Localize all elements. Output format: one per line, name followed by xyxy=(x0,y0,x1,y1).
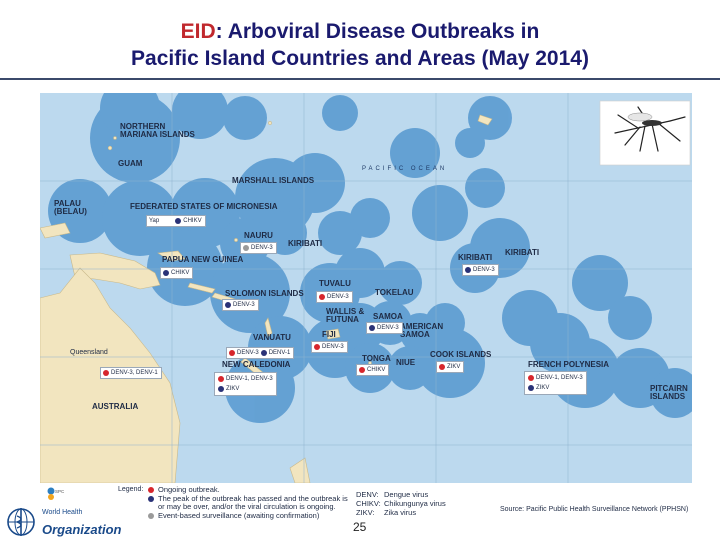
past-peak-dot xyxy=(225,302,231,308)
past-peak-dot xyxy=(260,350,267,356)
tag-fsm: Yap CHIKV xyxy=(146,215,206,227)
tag-kiribati: DENV-3 xyxy=(462,264,499,276)
tag-tonga: CHIKV xyxy=(356,364,390,376)
tag-queensland: DENV-3, DENV-1 xyxy=(100,367,162,379)
legend-item-past-peak: The peak of the outbreak has passed and … xyxy=(158,494,348,511)
region-tonga: TONGA xyxy=(362,354,391,363)
region-png: PAPUA NEW GUINEA xyxy=(162,255,244,264)
page-title: EID: Arboviral Disease Outbreaks in Paci… xyxy=(0,18,720,72)
region-kiribati-east: KIRIBATI xyxy=(505,248,540,257)
tag-tuvalu: DENV-3 xyxy=(316,291,353,303)
region-cook-islands: COOK ISLANDS xyxy=(430,350,492,359)
past-peak-dot xyxy=(218,386,224,392)
region-fiji: FIJI xyxy=(322,330,336,339)
region-niue: NIUE xyxy=(396,358,416,367)
legend-awaiting-dot xyxy=(148,513,154,519)
title-accent: EID xyxy=(180,20,216,43)
region-french-polynesia: FRENCH POLYNESIA xyxy=(528,360,610,369)
page-number: 25 xyxy=(353,520,367,534)
region-samoa: SAMOA xyxy=(373,312,403,321)
spc-logo xyxy=(47,487,55,500)
region-australia: AUSTRALIA xyxy=(92,402,139,411)
region-queensland: Queensland xyxy=(70,349,108,356)
past-peak-dot xyxy=(163,270,169,276)
region-american-samoa: AMERICAN SAMOA xyxy=(400,322,444,339)
ongoing-dot xyxy=(528,375,534,381)
who-logo xyxy=(7,508,35,536)
tag-wallis: DENV-3 xyxy=(366,322,403,334)
tag-yap-label: Yap xyxy=(149,218,160,224)
legend-ongoing-dot xyxy=(148,487,154,493)
past-peak-dot xyxy=(465,267,471,273)
mosquito-illustration xyxy=(599,100,691,166)
legend-title: Legend: xyxy=(118,486,144,493)
legend-item-awaiting: Event-based surveillance (awaiting confi… xyxy=(158,511,320,520)
region-tuvalu: TUVALU xyxy=(319,279,351,288)
region-tokelau: TOKELAU xyxy=(375,288,414,297)
awaiting-dot xyxy=(243,245,249,251)
tag-solomon: DENV-3 xyxy=(222,299,259,311)
ongoing-dot xyxy=(229,350,235,356)
tag-cook-islands: ZIKV xyxy=(436,361,465,373)
region-marshall-islands: MARSHALL ISLANDS xyxy=(232,176,315,185)
past-peak-dot xyxy=(528,385,534,391)
region-guam: GUAM xyxy=(118,159,143,168)
tag-french-polynesia: DENV-1, DENV-3 ZIKV xyxy=(524,371,587,395)
map-background xyxy=(40,93,692,483)
title-line1: : Arboviral Disease Outbreaks in xyxy=(215,20,540,43)
region-kiribati-west: KIRIBATI xyxy=(288,239,323,248)
ongoing-dot xyxy=(439,364,445,370)
source-note: Source: Pacific Public Health Surveillan… xyxy=(500,506,689,513)
region-fsm: FEDERATED STATES OF MICRONESIA xyxy=(130,202,278,211)
title-line2: Pacific Island Countries and Areas (May … xyxy=(131,47,589,70)
region-new-caledonia: NEW CALEDONIA xyxy=(222,360,291,369)
region-pitcairn: PITCAIRN ISLANDS xyxy=(650,384,688,401)
region-wallis-futuna: WALLIS & FUTUNA xyxy=(326,307,365,324)
title-divider xyxy=(0,78,720,80)
spc-logo-text: SPC xyxy=(55,489,65,494)
past-peak-dot xyxy=(175,218,182,224)
ongoing-dot xyxy=(218,376,224,382)
ongoing-dot xyxy=(103,370,109,376)
legend-past-peak-dot xyxy=(148,496,154,502)
tag-fsm-chikv: CHIKV xyxy=(183,218,202,224)
map-legend: Legend: Ongoing outbreak. The peak of the… xyxy=(118,486,350,521)
legend-item-ongoing: Ongoing outbreak. xyxy=(158,485,220,494)
region-nauru: NAURU xyxy=(244,231,273,240)
tag-png: CHIKV xyxy=(160,267,194,279)
tag-nauru: DENV-3 xyxy=(240,242,277,254)
region-northern-mariana: NORTHERN MARIANA ISLANDS xyxy=(120,122,195,139)
who-name-top: World Health xyxy=(42,509,83,516)
ongoing-dot xyxy=(359,367,365,373)
ongoing-dot xyxy=(314,344,320,350)
region-palau: PALAU (BELAU) xyxy=(54,199,87,216)
tag-new-caledonia: DENV-1, DENV-3 ZIKV xyxy=(214,372,277,396)
who-name: Organization xyxy=(42,522,122,537)
tag-fiji: DENV-3 xyxy=(311,341,348,353)
tag-vanuatu: DENV-3 DENV-1 xyxy=(226,347,295,359)
abbreviation-list: DENV: Dengue virus CHIKV: Chikungunya viru… xyxy=(356,490,446,517)
region-solomon: SOLOMON ISLANDS xyxy=(225,289,304,298)
region-vanuatu: VANUATU xyxy=(253,333,291,342)
ocean-label: PACIFIC OCEAN xyxy=(362,166,448,172)
region-kiribati-central: KIRIBATI xyxy=(458,253,493,262)
pacific-map: PACIFIC OCEAN NORTHERN MARIANA ISLANDS G… xyxy=(40,93,692,483)
ongoing-dot xyxy=(319,294,325,300)
past-peak-dot xyxy=(369,325,375,331)
